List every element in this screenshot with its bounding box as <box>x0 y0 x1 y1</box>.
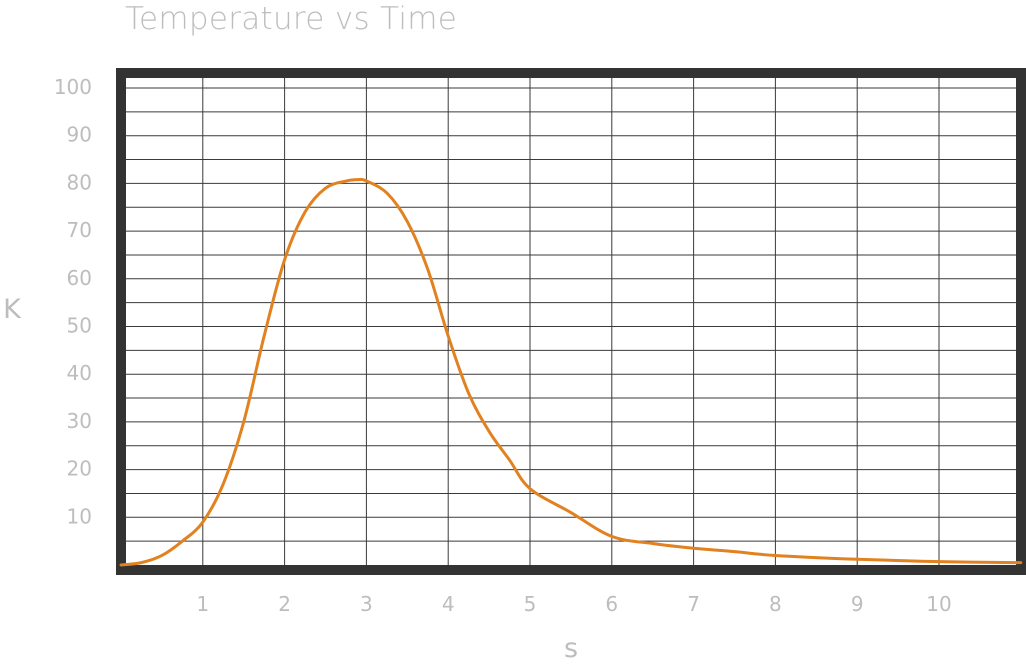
x-tick-label: 3 <box>360 592 373 616</box>
x-tick-label: 2 <box>278 592 291 616</box>
x-axis-label: s <box>564 633 578 664</box>
y-tick-label: 100 <box>54 75 92 99</box>
y-tick-label: 20 <box>67 457 92 481</box>
y-tick-label: 60 <box>67 266 92 290</box>
x-tick-label: 5 <box>524 592 537 616</box>
grid-lines <box>126 78 1016 565</box>
plot-frame <box>116 68 1026 575</box>
y-tick-labels: 10 20 30 40 50 60 70 80 90 100 <box>54 75 92 528</box>
y-tick-label: 50 <box>67 314 92 338</box>
y-tick-label: 70 <box>67 218 92 242</box>
y-tick-label: 30 <box>67 409 92 433</box>
y-tick-label: 40 <box>67 361 92 385</box>
y-tick-label: 10 <box>67 504 92 528</box>
y-tick-label: 90 <box>67 123 92 147</box>
y-axis-label: K <box>3 294 22 325</box>
y-tick-label: 80 <box>67 170 92 194</box>
x-tick-label: 9 <box>851 592 864 616</box>
x-tick-label: 6 <box>605 592 618 616</box>
x-tick-label: 1 <box>196 592 209 616</box>
x-tick-label: 4 <box>442 592 455 616</box>
series-layer <box>119 177 1023 567</box>
temperature-series-line <box>119 177 1023 567</box>
x-tick-label: 8 <box>769 592 782 616</box>
x-tick-labels: 1 2 3 4 5 6 7 8 9 10 <box>196 592 951 616</box>
chart-title: Temperature vs Time <box>125 1 458 37</box>
x-tick-label: 10 <box>926 592 951 616</box>
x-tick-label: 7 <box>687 592 700 616</box>
